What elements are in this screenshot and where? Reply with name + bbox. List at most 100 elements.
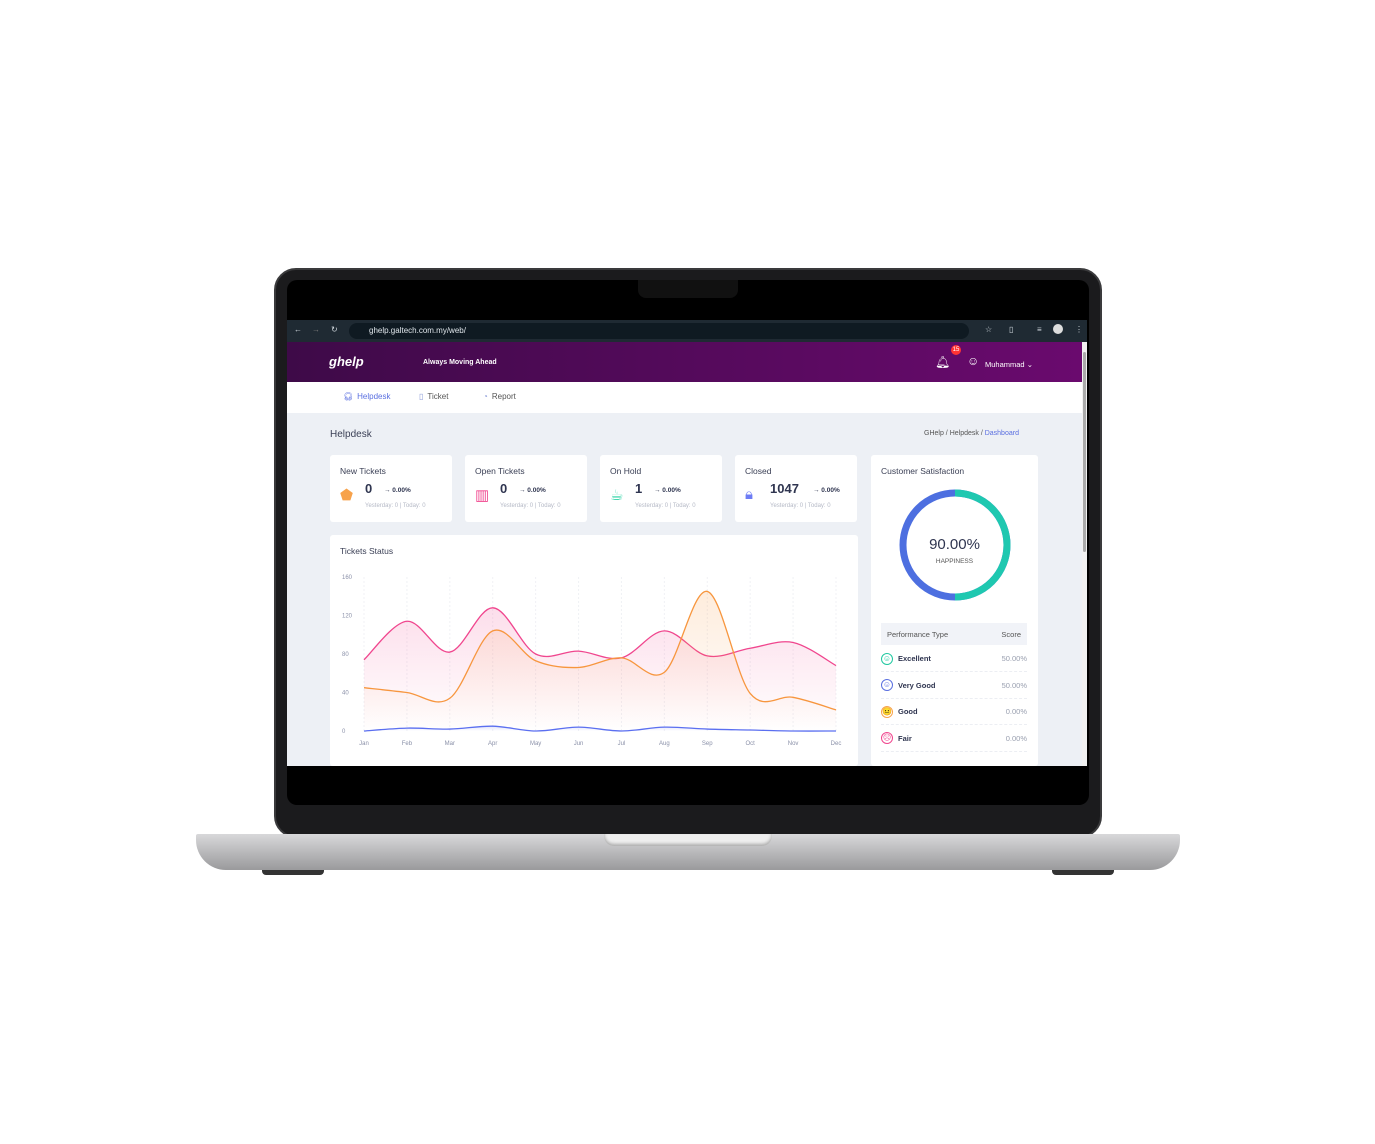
face-icon: 😐: [881, 705, 893, 718]
happiness-label: HAPPINESS: [935, 558, 974, 565]
performance-type: Very Good: [898, 680, 936, 690]
laptop-groove: [604, 834, 772, 846]
y-tick-label: 0: [342, 729, 346, 735]
performance-score: 50.00%: [1001, 654, 1027, 663]
stat-card[interactable]: Closed 🔒︎ 1047 → 0.00% Yesterday: 0 | To…: [735, 455, 857, 522]
column-header: Score: [1001, 629, 1021, 639]
clipboard-icon: ▯: [419, 392, 424, 401]
x-tick-label: Jul: [618, 741, 626, 747]
nav-report[interactable]: ◔ Report: [483, 392, 516, 401]
back-icon[interactable]: ←: [294, 325, 302, 334]
extensions-icon[interactable]: ▯: [1009, 325, 1014, 334]
forward-icon[interactable]: →: [312, 325, 320, 334]
series-area: [364, 591, 836, 731]
face-icon: ☹: [881, 732, 893, 744]
stat-value: 0: [365, 481, 373, 496]
user-menu[interactable]: Muhammad ⌄: [985, 360, 1033, 369]
user-name: Muhammad: [985, 360, 1025, 369]
stat-sub: Yesterday: 0 | Today: 0: [365, 503, 426, 509]
nav-label: Ticket: [427, 392, 449, 401]
stat-value: 1047: [770, 481, 799, 496]
main-nav: 🎧︎ Helpdesk ▯ Ticket ◔ Report: [287, 382, 1082, 413]
nav-label: Report: [491, 392, 516, 401]
stat-value: 0: [500, 481, 508, 496]
x-tick-label: Nov: [788, 741, 799, 747]
stat-sub: Yesterday: 0 | Today: 0: [770, 503, 831, 509]
nav-ticket[interactable]: ▯ Ticket: [419, 392, 448, 401]
customer-satisfaction-card: Customer Satisfaction 90.00% HAPPINESS P…: [871, 455, 1038, 766]
stat-title: New Tickets: [340, 466, 386, 476]
stat-title: On Hold: [610, 466, 642, 476]
donut-segment: [954, 489, 1011, 601]
page-title: Helpdesk: [330, 429, 372, 440]
face-icon: ☺: [881, 652, 893, 665]
lock-icon: 🔒︎: [745, 486, 753, 503]
stat-title: Closed: [745, 466, 772, 476]
performance-type: Good: [898, 707, 918, 716]
y-tick-label: 80: [342, 652, 349, 658]
performance-score: 0.00%: [1005, 707, 1027, 716]
performance-type: Excellent: [898, 654, 931, 663]
nav-label: Helpdesk: [357, 392, 391, 401]
notification-badge: 15: [951, 345, 961, 355]
headset-icon: 🎧︎: [343, 392, 354, 401]
x-tick-label: Jun: [574, 741, 584, 747]
stat-change: → 0.00%: [519, 487, 546, 494]
star-icon[interactable]: ☆: [985, 325, 993, 334]
profile-avatar[interactable]: [1053, 324, 1063, 334]
stat-change: → 0.00%: [384, 487, 411, 494]
bell-icon[interactable]: 🔔︎: [935, 355, 951, 369]
book-icon: ▥: [475, 487, 490, 504]
x-tick-label: Dec: [831, 741, 842, 747]
performance-row: ☺ Excellent 50.00%: [881, 646, 1027, 672]
scrollbar-thumb[interactable]: [1083, 352, 1086, 552]
series-line: [363, 607, 837, 667]
performance-score: 0.00%: [1005, 733, 1027, 743]
performance-row: 😐 Good 0.00%: [881, 699, 1027, 725]
logo[interactable]: ghelp: [329, 354, 364, 369]
stat-card[interactable]: On Hold ☕︎ 1 → 0.00% Yesterday: 0 | Toda…: [600, 455, 722, 522]
stat-sub: Yesterday: 0 | Today: 0: [500, 503, 561, 509]
address-bar[interactable]: ghelp.galtech.com.my/web/: [349, 323, 969, 339]
series-line: [363, 725, 837, 732]
x-tick-label: Sep: [702, 741, 713, 747]
pie-chart-icon: ◔: [483, 392, 488, 401]
stat-change: → 0.00%: [813, 487, 840, 494]
stat-sub: Yesterday: 0 | Today: 0: [635, 503, 696, 509]
stat-card[interactable]: Open Tickets ▥ 0 → 0.00% Yesterday: 0 | …: [465, 455, 587, 522]
media-icon[interactable]: ≡: [1037, 325, 1042, 334]
breadcrumb-dashboard: Dashboard: [984, 430, 1019, 437]
performance-row: ☺ Very Good 50.00%: [881, 673, 1027, 699]
x-tick-label: May: [530, 741, 541, 747]
tickets-status-card: Tickets Status 0 40 80 120 160 Jan Feb Mar Apr Ma…: [330, 535, 858, 766]
stat-card[interactable]: New Tickets ⬟ 0 → 0.00% Yesterday: 0 | T…: [330, 455, 452, 522]
stat-title: Open Tickets: [475, 466, 525, 476]
performance-type: Fair: [898, 733, 912, 743]
tag-icon: ⬟: [340, 487, 354, 504]
breadcrumb-helpdesk[interactable]: Helpdesk: [949, 430, 979, 437]
tagline: Always Moving Ahead: [423, 359, 497, 366]
happiness-value: 90.00%: [929, 536, 980, 553]
x-tick-label: Feb: [402, 741, 413, 747]
breadcrumb-ghelp[interactable]: GHelp: [924, 430, 944, 437]
browser-toolbar: ← → ↻ ghelp.galtech.com.my/web/ ☆ ▯ ≡ ⋮: [287, 320, 1087, 342]
laptop-foot: [1052, 870, 1114, 875]
stat-change: → 0.00%: [654, 487, 681, 494]
performance-score: 50.00%: [1001, 680, 1027, 690]
happiness-donut: [899, 489, 1011, 601]
chart-title: Tickets Status: [340, 546, 394, 556]
camera-notch: [638, 280, 738, 298]
x-tick-label: Mar: [445, 741, 455, 747]
user-avatar-icon[interactable]: ☺: [967, 354, 980, 368]
nav-helpdesk[interactable]: 🎧︎ Helpdesk: [343, 392, 391, 401]
performance-row: ☹ Fair 0.00%: [881, 726, 1027, 752]
stat-value: 1: [635, 481, 643, 496]
performance-table-header: Performance Type Score: [881, 623, 1027, 645]
screen: ← → ↻ ghelp.galtech.com.my/web/ ☆ ▯ ≡ ⋮ …: [287, 320, 1087, 766]
reload-icon[interactable]: ↻: [331, 325, 338, 334]
scrollbar[interactable]: [1082, 342, 1087, 766]
tickets-status-chart: 0 40 80 120 160 Jan Feb Mar Apr May Jun Jul Aug Sep Oc…: [342, 575, 842, 747]
laptop-foot: [262, 870, 324, 875]
card-title: Customer Satisfaction: [881, 466, 965, 476]
menu-icon[interactable]: ⋮: [1075, 325, 1083, 334]
